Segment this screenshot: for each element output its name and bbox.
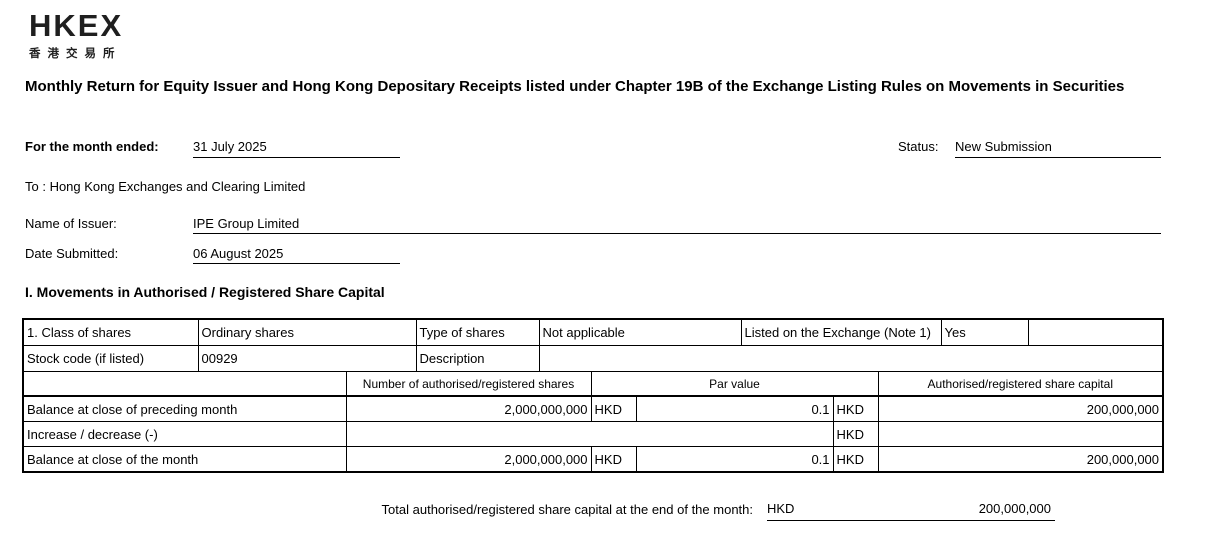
preceding-balance-label-cell: Balance at close of preceding month — [22, 395, 347, 422]
date-submitted-field: 06 August 2025 — [193, 246, 400, 264]
closing-currency1-cell: HKD — [590, 446, 637, 473]
hkex-chinese-name: 香港交易所 — [29, 48, 122, 60]
movement-label-cell: Increase / decrease (-) — [22, 421, 347, 447]
table-row: Balance at close of the month 2,000,000,… — [22, 446, 1164, 473]
preceding-capital-cell: 200,000,000 — [877, 395, 1164, 422]
closing-par-value-cell: 0.1 — [635, 446, 834, 473]
movement-shares-cell — [345, 421, 834, 447]
movement-capital-cell — [877, 421, 1164, 447]
class-of-shares-value-cell: Ordinary shares — [197, 318, 417, 346]
stock-code-value-cell: 00929 — [197, 345, 417, 372]
table-row: Balance at close of preceding month 2,00… — [22, 395, 1164, 422]
stock-code-label-cell: Stock code (if listed) — [22, 345, 199, 372]
empty-cell — [1027, 318, 1164, 346]
section1-heading: I. Movements in Authorised / Registered … — [25, 284, 385, 300]
hkex-wordmark: HKEX — [29, 8, 124, 43]
status-label: Status: — [898, 139, 939, 154]
preceding-currency1-cell: HKD — [590, 395, 637, 422]
total-currency: HKD — [767, 501, 795, 516]
closing-currency2-cell: HKD — [832, 446, 879, 473]
par-value-column-header: Par value — [590, 371, 879, 397]
class-of-shares-label-cell: 1. Class of shares — [22, 318, 199, 346]
description-value-cell — [538, 345, 1164, 372]
preceding-par-value-cell: 0.1 — [635, 395, 834, 422]
closing-balance-label-cell: Balance at close of the month — [22, 446, 347, 473]
empty-header-cell — [22, 371, 347, 397]
hkex-logo: HKEX 香港交易所 — [29, 10, 123, 61]
table-row: 1. Class of shares Ordinary shares Type … — [22, 318, 1164, 346]
preceding-currency2-cell: HKD — [832, 395, 879, 422]
month-ended-label: For the month ended: — [25, 139, 159, 154]
closing-shares-cell: 2,000,000,000 — [345, 446, 592, 473]
month-ended-field: 31 July 2025 — [193, 139, 400, 158]
status-field: New Submission — [955, 139, 1161, 158]
total-capital-label: Total authorised/registered share capita… — [381, 502, 753, 517]
date-submitted-label: Date Submitted: — [25, 246, 119, 261]
description-label-cell: Description — [415, 345, 540, 372]
table-row: Increase / decrease (-) HKD — [22, 421, 1164, 447]
issuer-field: IPE Group Limited — [193, 216, 1161, 234]
page-title: Monthly Return for Equity Issuer and Hon… — [25, 78, 1125, 95]
issuer-label: Name of Issuer: — [25, 216, 117, 231]
closing-capital-cell: 200,000,000 — [877, 446, 1164, 473]
shares-column-header: Number of authorised/registered shares — [345, 371, 592, 397]
movement-currency2-cell: HKD — [832, 421, 879, 447]
table-row: Stock code (if listed) 00929 Description — [22, 345, 1164, 372]
type-of-shares-value-cell: Not applicable — [538, 318, 742, 346]
type-of-shares-label-cell: Type of shares — [415, 318, 540, 346]
capital-column-header: Authorised/registered share capital — [877, 371, 1164, 397]
listed-on-exchange-value-cell: Yes — [940, 318, 1029, 346]
addressee-line: To : Hong Kong Exchanges and Clearing Li… — [25, 179, 306, 194]
total-value: 200,000,000 — [978, 501, 1051, 516]
total-capital-field: HKD 200,000,000 — [767, 501, 1055, 521]
preceding-shares-cell: 2,000,000,000 — [345, 395, 592, 422]
listed-on-exchange-label-cell: Listed on the Exchange (Note 1) — [740, 318, 942, 346]
table-header-row: Number of authorised/registered shares P… — [22, 371, 1164, 397]
share-capital-table: 1. Class of shares Ordinary shares Type … — [22, 318, 1165, 473]
